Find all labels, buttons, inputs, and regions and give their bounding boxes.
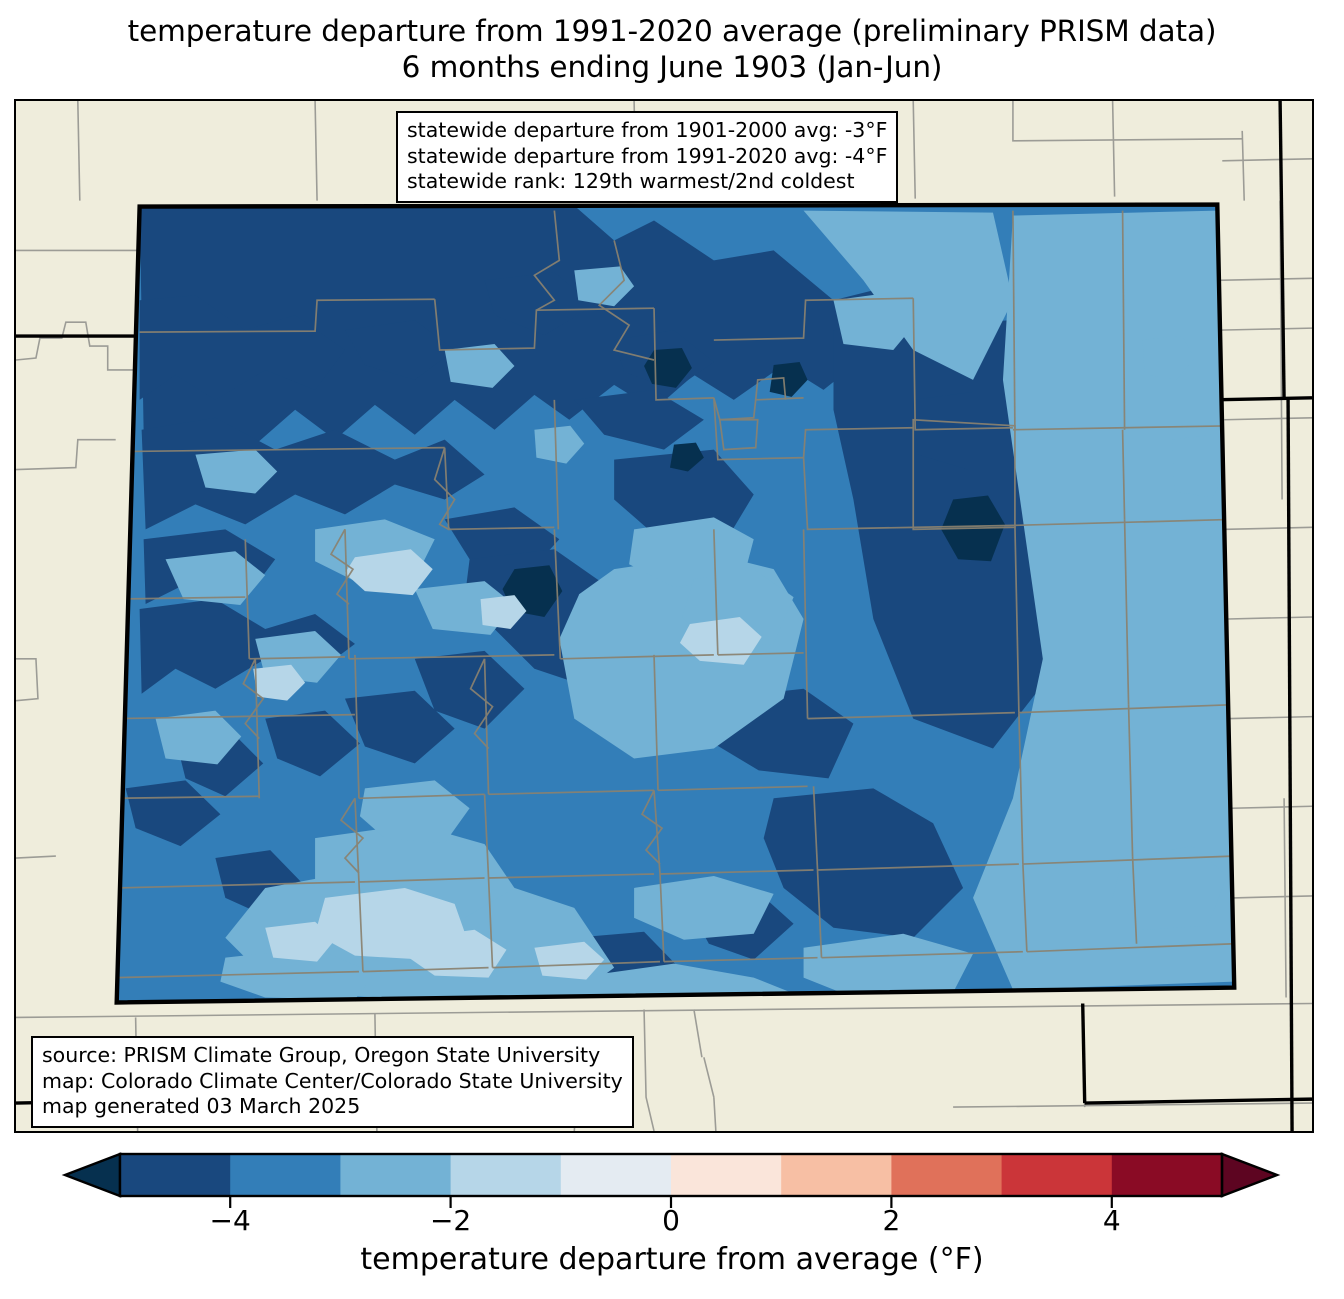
colorbar-segment <box>671 1154 782 1196</box>
title-line-2: 6 months ending June 1903 (Jan-Jun) <box>401 49 943 84</box>
colorado-state-outline <box>114 202 1237 1005</box>
contour-band-below-minus5 <box>502 348 1005 617</box>
colorbar-segment <box>560 1154 672 1196</box>
colorbar-segment <box>781 1154 892 1196</box>
colorbar: −4 −2 0 2 4 temperature departure from avera… <box>0 1148 1344 1299</box>
county-boundaries <box>116 210 1235 979</box>
contour-band-minus3-to-minus2 <box>155 210 1235 1003</box>
map-generated-line: map generated 03 March 2025 <box>42 1094 361 1119</box>
colorado-temperature-departure-map <box>16 101 1312 1131</box>
colorbar-segment <box>891 1154 1003 1196</box>
colorbar-segment <box>120 1154 231 1196</box>
colorbar-segments <box>61 1152 1281 1198</box>
stat-departure-1901-2000: statewide departure from 1901-2000 avg: … <box>407 118 888 142</box>
figure-title: temperature departure from 1991-2020 ave… <box>0 14 1344 86</box>
colorbar-segment <box>340 1154 452 1196</box>
colorbar-extend-low-arrow <box>61 1152 122 1198</box>
colorbar-tick-label: 4 <box>1102 1204 1121 1237</box>
colorbar-tick-label: −4 <box>209 1204 251 1237</box>
source-line: source: PRISM Climate Group, Oregon Stat… <box>42 1043 601 1067</box>
colorbar-segment <box>450 1154 562 1196</box>
colorbar-tick-label: 0 <box>662 1204 680 1237</box>
colorbar-axis-label: temperature departure from average (°F) <box>360 1242 984 1277</box>
colorbar-segment <box>1111 1154 1223 1196</box>
colorbar-ticks <box>229 1196 1113 1208</box>
colorbar-extend-high-arrow <box>1220 1152 1281 1198</box>
colorbar-segment <box>230 1154 341 1196</box>
colorbar-svg <box>61 1152 1281 1208</box>
stat-departure-1991-2020: statewide departure from 1991-2020 avg: … <box>407 143 888 168</box>
colorbar-tick-label: −2 <box>429 1204 472 1237</box>
source-credit-box: source: PRISM Climate Group, Oregon Stat… <box>31 1036 634 1129</box>
neighbor-county-lines <box>16 101 1312 1131</box>
temperature-departure-contours <box>116 204 1235 1003</box>
statewide-stats-box: statewide departure from 1901-2000 avg: … <box>396 111 899 204</box>
colorbar-tick-label: 2 <box>882 1204 901 1237</box>
map-panel <box>14 99 1314 1133</box>
title-line-1: temperature departure from 1991-2020 ave… <box>127 14 1217 48</box>
colorbar-segment <box>1001 1154 1113 1196</box>
map-credit-line: map: Colorado Climate Center/Colorado St… <box>42 1068 623 1093</box>
contour-band-minus2-to-minus1 <box>253 549 762 980</box>
stat-statewide-rank: statewide rank: 129th warmest/2nd coldes… <box>407 169 855 194</box>
